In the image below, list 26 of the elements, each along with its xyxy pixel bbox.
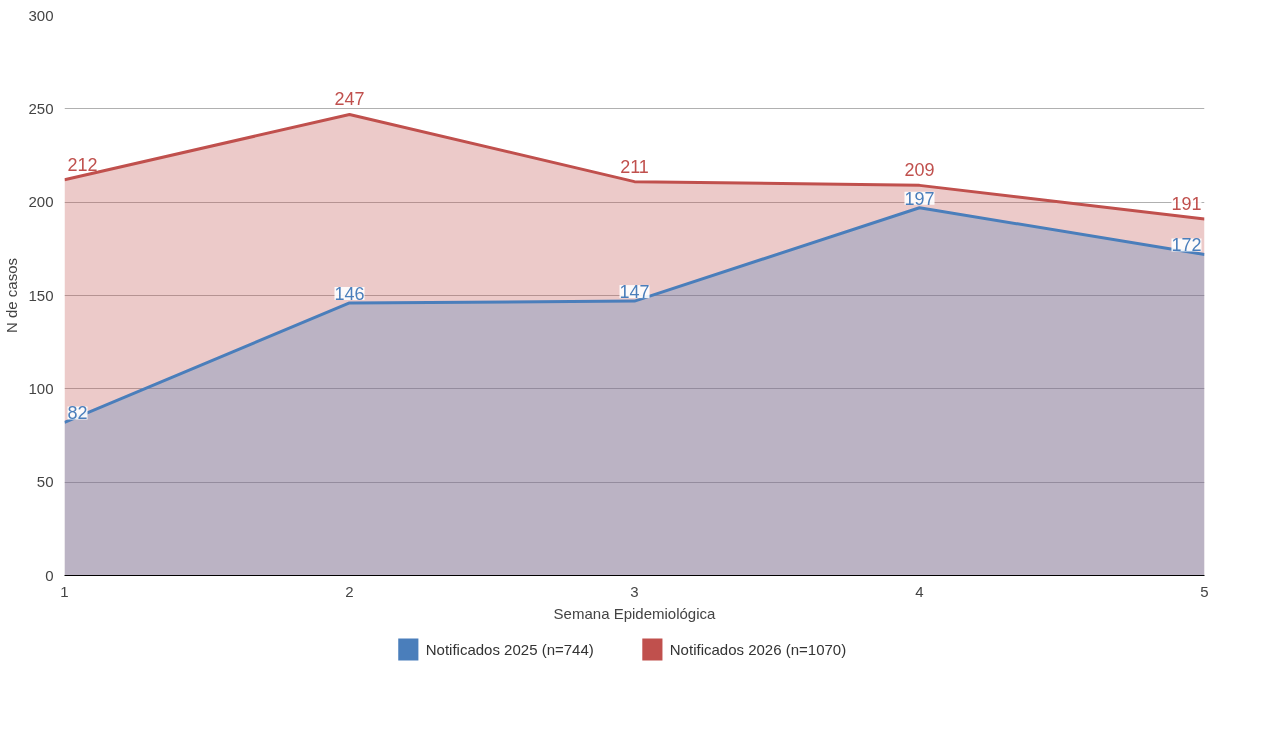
data-label: 212	[67, 154, 98, 175]
data-label: 247	[334, 89, 365, 110]
y-axis-title: N de casos	[3, 257, 21, 334]
x-tick-label: 3	[630, 582, 639, 600]
y-tick-label: 0	[45, 566, 54, 584]
y-tick-label: 200	[28, 193, 54, 211]
data-label: 211	[620, 156, 649, 177]
legend-label: Notificados 2025 (n=744)	[425, 641, 594, 658]
data-label: 147	[619, 282, 650, 303]
y-tick-label: 150	[28, 286, 54, 304]
y-tick-label: 250	[28, 99, 54, 117]
data-label: 197	[904, 188, 935, 209]
data-label: 146	[334, 283, 365, 304]
x-tick-label: 4	[915, 582, 924, 600]
data-label: 82	[67, 403, 88, 424]
data-label: 209	[904, 160, 935, 181]
y-tick-label: 50	[36, 473, 54, 491]
data-label: 172	[1171, 235, 1202, 256]
x-tick-label: 2	[345, 582, 354, 600]
legend-label: Notificados 2026 (n=1070)	[669, 641, 847, 658]
x-tick-label: 1	[60, 582, 69, 600]
data-label: 191	[1171, 193, 1202, 214]
x-axis-title: Semana Epidemiológica	[553, 604, 717, 622]
y-tick-label: 100	[28, 379, 54, 397]
x-tick-label: 5	[1200, 582, 1209, 600]
y-tick-label: 300	[28, 6, 54, 24]
